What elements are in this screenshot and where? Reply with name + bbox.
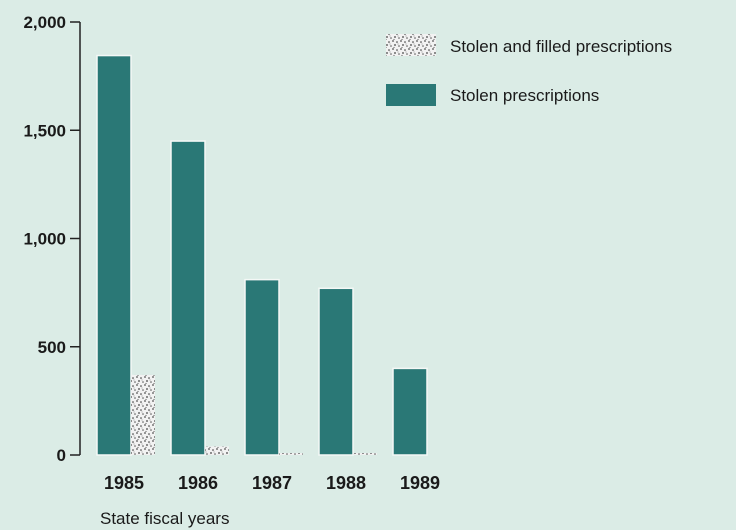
bars	[96, 54, 428, 456]
y-tick-label: 1,500	[23, 121, 66, 140]
bar-stolen-filled-1986	[205, 446, 229, 455]
x-tick-label-1986: 1986	[178, 473, 218, 493]
bar-stolen-filled-1988	[353, 453, 377, 455]
bar-stolen-1986	[170, 140, 206, 456]
bar-stolen-1987	[244, 278, 280, 456]
bar-stolen-filled-1987	[279, 453, 303, 455]
legend-swatch-stolen	[386, 84, 436, 106]
legend: Stolen and filled prescriptions Stolen p…	[386, 34, 672, 106]
y-tick-label: 500	[38, 338, 66, 357]
x-tick-label-1988: 1988	[326, 473, 366, 493]
bar-stolen-filled-1985	[131, 374, 155, 455]
y-tick-label: 2,000	[23, 13, 66, 32]
x-axis-title: State fiscal years	[100, 509, 229, 528]
x-tick-label-1985: 1985	[104, 473, 144, 493]
y-ticks: 0 500 1,000 1,500 2,000	[23, 13, 80, 465]
x-tick-label-1989: 1989	[400, 473, 440, 493]
y-tick-label: 1,000	[23, 230, 66, 249]
x-tick-labels: 1985 1986 1987 1988 1989	[104, 473, 440, 493]
bar-stolen-1988	[318, 287, 354, 456]
x-tick-label-1987: 1987	[252, 473, 292, 493]
legend-label-stolen-filled: Stolen and filled prescriptions	[450, 37, 672, 56]
legend-label-stolen: Stolen prescriptions	[450, 86, 599, 105]
bar-stolen-1989	[392, 367, 428, 456]
legend-swatch-stolen-filled	[386, 34, 436, 56]
y-tick-label: 0	[57, 446, 66, 465]
bar-stolen-1985	[96, 54, 132, 456]
